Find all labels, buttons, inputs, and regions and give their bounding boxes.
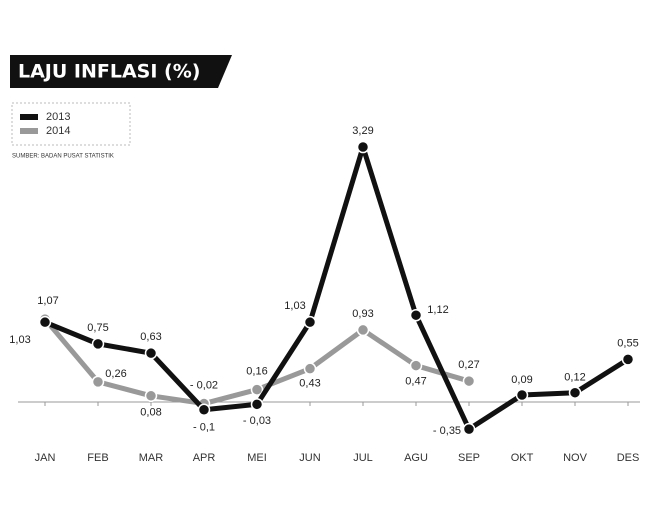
legend-swatch <box>20 128 38 134</box>
point <box>356 140 370 154</box>
point <box>568 386 582 399</box>
point <box>38 315 52 329</box>
value-label: 0,12 <box>564 372 585 384</box>
value-label: 0,09 <box>511 374 532 386</box>
title-banner <box>10 55 232 88</box>
x-tick-label: JUL <box>353 452 373 464</box>
legend-label: 2013 <box>46 111 70 123</box>
x-tick-label: FEB <box>87 452 108 464</box>
point <box>250 383 264 396</box>
x-tick-label: AGU <box>404 452 428 464</box>
legend-swatch <box>20 114 38 120</box>
point <box>409 308 423 322</box>
point <box>515 388 529 402</box>
x-tick-label: JUN <box>299 452 320 464</box>
point <box>91 337 105 351</box>
value-label: 0,08 <box>140 407 161 419</box>
x-tick-label: MEI <box>247 452 267 464</box>
point <box>144 346 158 360</box>
value-label: 0,63 <box>140 331 161 343</box>
value-label: 0,47 <box>405 375 426 387</box>
value-label: 0,75 <box>87 322 108 334</box>
value-label: - 0,02 <box>190 379 218 391</box>
point <box>303 362 317 375</box>
point <box>462 422 476 436</box>
x-tick-label: NOV <box>563 452 588 464</box>
point <box>303 315 317 329</box>
legend-box <box>11 102 131 146</box>
value-label: 3,29 <box>352 125 373 137</box>
value-label: - 0,03 <box>243 415 271 427</box>
point <box>621 353 635 366</box>
source: SUMBER: BADAN PUSAT STATISTIK <box>12 154 114 160</box>
x-tick-label: DES <box>617 452 640 464</box>
series-line <box>44 144 630 432</box>
value-label: 0,27 <box>458 359 479 371</box>
value-label: 0,43 <box>299 378 320 390</box>
value-label: 1,03 <box>9 334 30 346</box>
point <box>144 389 158 403</box>
point <box>409 359 423 372</box>
value-label: 0,26 <box>105 368 126 380</box>
value-label: 0,93 <box>352 308 373 320</box>
value-label: 0,16 <box>246 366 267 378</box>
x-tick-label: MAR <box>139 452 164 464</box>
point <box>197 403 211 416</box>
value-label: - 0,1 <box>193 422 215 434</box>
value-label: 1,07 <box>37 295 58 307</box>
x-tick-label: OKT <box>511 452 534 464</box>
chart-title: LAJU INFLASI (%) <box>18 61 200 83</box>
value-label: - 0,35 <box>433 425 461 437</box>
point <box>356 323 370 337</box>
value-label: 1,03 <box>284 300 305 312</box>
point <box>462 374 476 388</box>
point <box>91 375 105 389</box>
point <box>250 398 264 411</box>
value-label: 0,55 <box>617 337 638 349</box>
legend-label: 2014 <box>46 125 70 137</box>
x-tick-label: JAN <box>35 452 56 464</box>
value-label: 1,12 <box>427 304 448 316</box>
x-tick-label: SEP <box>458 452 480 464</box>
x-tick-label: APR <box>193 452 216 464</box>
